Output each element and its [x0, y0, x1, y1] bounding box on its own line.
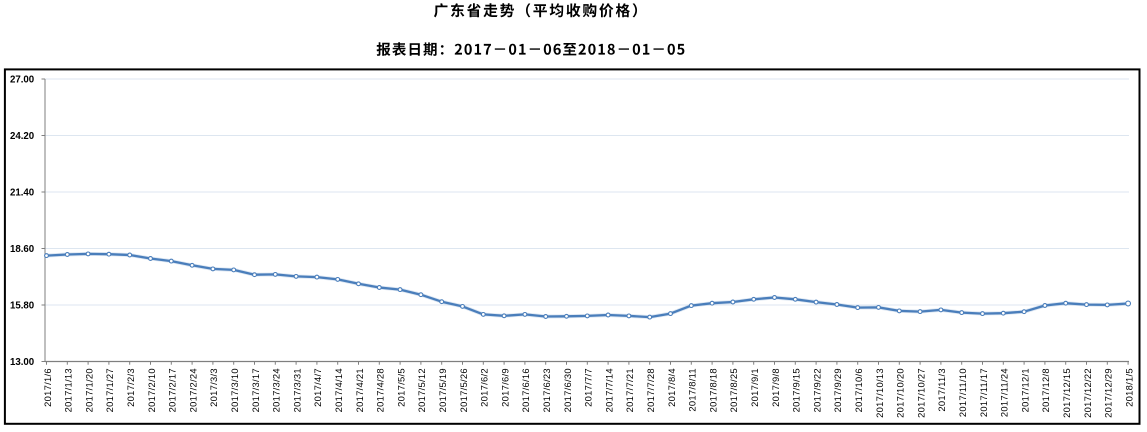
svg-text:2017/9/1: 2017/9/1	[749, 368, 760, 407]
svg-text:2017/3/3: 2017/3/3	[208, 368, 219, 407]
svg-text:2017/12/29: 2017/12/29	[1103, 368, 1114, 418]
svg-text:2017/2/3: 2017/2/3	[125, 368, 136, 407]
svg-text:2017/1/27: 2017/1/27	[104, 368, 115, 412]
svg-text:13.00: 13.00	[10, 357, 34, 368]
svg-text:2017/6/30: 2017/6/30	[562, 368, 573, 412]
svg-text:2017/9/22: 2017/9/22	[811, 368, 822, 412]
svg-text:2017/5/19: 2017/5/19	[437, 368, 448, 412]
svg-text:2017/1/13: 2017/1/13	[63, 368, 74, 412]
svg-text:2017/7/21: 2017/7/21	[624, 368, 635, 412]
svg-text:2017/10/6: 2017/10/6	[853, 368, 864, 412]
svg-text:2017/3/24: 2017/3/24	[271, 368, 282, 412]
svg-text:2017/3/17: 2017/3/17	[250, 368, 261, 412]
svg-text:2017/4/7: 2017/4/7	[312, 368, 323, 407]
svg-text:2017/7/28: 2017/7/28	[645, 368, 656, 412]
svg-text:2017/2/24: 2017/2/24	[187, 368, 198, 412]
svg-text:18.60: 18.60	[10, 244, 34, 255]
svg-text:2017/6/16: 2017/6/16	[520, 368, 531, 412]
svg-text:2017/9/15: 2017/9/15	[791, 368, 802, 412]
svg-text:2017/8/25: 2017/8/25	[728, 368, 739, 412]
svg-text:2017/10/13: 2017/10/13	[874, 368, 885, 418]
svg-text:2017/3/31: 2017/3/31	[291, 368, 302, 412]
svg-text:2017/2/10: 2017/2/10	[146, 368, 157, 412]
svg-text:2017/12/8: 2017/12/8	[1040, 368, 1051, 412]
svg-text:2017/4/21: 2017/4/21	[354, 368, 365, 412]
svg-text:15.80: 15.80	[10, 300, 34, 311]
svg-text:2017/12/22: 2017/12/22	[1082, 368, 1093, 418]
svg-text:2017/8/4: 2017/8/4	[666, 368, 677, 407]
svg-text:2017/5/26: 2017/5/26	[458, 368, 469, 412]
svg-text:2017/10/20: 2017/10/20	[895, 368, 906, 418]
svg-text:2017/4/28: 2017/4/28	[375, 368, 386, 412]
svg-text:2017/8/11: 2017/8/11	[687, 368, 698, 412]
svg-text:2017/3/10: 2017/3/10	[229, 368, 240, 412]
svg-text:2017/5/12: 2017/5/12	[416, 368, 427, 412]
svg-text:2017/12/15: 2017/12/15	[1061, 368, 1072, 418]
svg-text:2017/1/6: 2017/1/6	[42, 368, 53, 407]
svg-text:2018/1/5: 2018/1/5	[1123, 368, 1134, 407]
svg-text:2017/6/2: 2017/6/2	[479, 368, 490, 407]
svg-text:2017/10/27: 2017/10/27	[915, 368, 926, 418]
svg-text:2017/9/29: 2017/9/29	[832, 368, 843, 412]
svg-text:2017/2/17: 2017/2/17	[167, 368, 178, 412]
svg-text:27.00: 27.00	[10, 74, 34, 85]
svg-text:2017/7/14: 2017/7/14	[603, 368, 614, 412]
svg-text:21.40: 21.40	[10, 187, 34, 198]
svg-text:2017/11/24: 2017/11/24	[999, 368, 1010, 417]
svg-text:2017/11/17: 2017/11/17	[978, 368, 989, 417]
svg-text:2017/6/9: 2017/6/9	[499, 368, 510, 407]
svg-text:2017/6/23: 2017/6/23	[541, 368, 552, 412]
svg-text:2017/7/7: 2017/7/7	[583, 368, 594, 407]
svg-text:2017/4/14: 2017/4/14	[333, 368, 344, 412]
svg-text:2017/5/5: 2017/5/5	[395, 368, 406, 407]
svg-text:2017/12/1: 2017/12/1	[1019, 368, 1030, 412]
svg-text:2017/11/10: 2017/11/10	[957, 368, 968, 417]
svg-text:2017/11/3: 2017/11/3	[936, 368, 947, 412]
svg-text:2017/1/20: 2017/1/20	[83, 368, 94, 412]
svg-text:2017/8/18: 2017/8/18	[707, 368, 718, 412]
svg-text:2017/9/8: 2017/9/8	[770, 368, 781, 407]
svg-text:24.20: 24.20	[10, 131, 34, 142]
